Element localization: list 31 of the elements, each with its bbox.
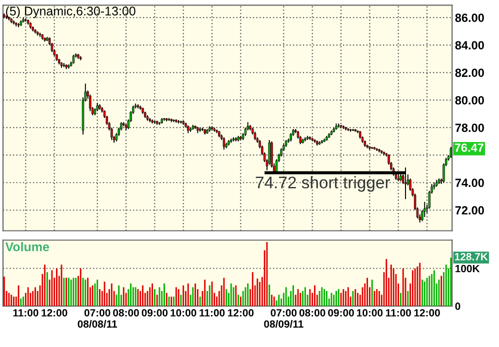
y-tick-label: 80.00 [455,96,484,104]
candlestick [450,146,452,158]
x-tick-label: 09:00 [142,309,168,316]
chart-title: Volume [5,242,50,252]
y-tick-label: 74.00 [455,178,484,188]
x-tick-label: 10:00 [170,309,196,316]
y-tick-label: 72.00 [455,206,484,215]
x-tick-label: 11:00 [386,309,411,316]
x-tick-label: 10:00 [357,309,383,316]
candlestick [222,136,226,150]
y-tick-label: 86.00 [455,14,484,22]
x-tick-label: 12:00 [42,309,68,316]
candlestick [270,140,273,168]
x-tick-label: 08:00 [299,309,326,316]
annotation: 74.72 short trigger [256,176,390,192]
y-tick-label: 84.00 [455,41,484,50]
y-tick-label: 82.00 [455,68,484,77]
x-tick-label: 12:00 [414,309,440,316]
x-tick-label: 11:00 [200,309,225,316]
x-tick-label: 08:00 [113,309,139,316]
candlestick [424,201,426,218]
x-tick-label: 09:00 [328,309,354,316]
y-tick-label: 100K [456,264,480,272]
y-tick-label: 0 [455,302,460,310]
candlestick [89,94,92,112]
text: 128.7K [454,252,488,260]
x-tick-label: 12:00 [228,309,254,316]
annotation: 76.47 [454,143,484,152]
chart-title: (5) Dynamic,6:30-13:00 [6,6,136,18]
y-tick-label: 78.00 [455,124,484,132]
x-tick-label: 11:00 [13,309,38,316]
